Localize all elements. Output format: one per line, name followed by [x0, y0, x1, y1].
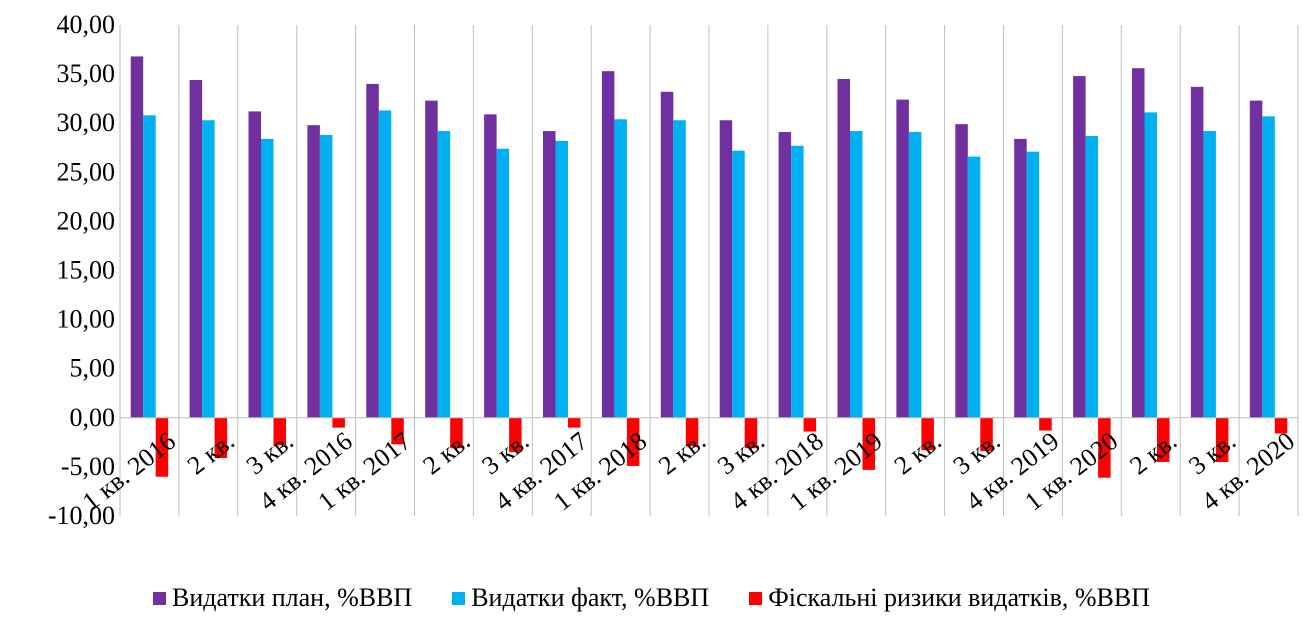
y-tick-label: 35,00 [57, 59, 116, 88]
bar-series-3 [626, 417, 640, 466]
bar-series-2 [967, 156, 981, 418]
bar-series-1 [425, 100, 438, 418]
bar-series-3 [273, 417, 286, 446]
y-tick-label: 20,00 [57, 206, 116, 235]
x-tick-label: 2 кв. [182, 426, 240, 480]
bar-series-3 [450, 417, 463, 449]
bar-series-1 [896, 99, 909, 418]
bar-series-2 [1085, 135, 1099, 418]
bar-series-1 [837, 79, 850, 418]
y-tick-label: 30,00 [57, 108, 116, 137]
legend-item-risk: Фіскальні ризики видатків, %ВВП [749, 583, 1150, 613]
bar-series-3 [332, 417, 345, 428]
bar-series-3 [862, 417, 875, 470]
bar-series-1 [366, 83, 379, 418]
legend-label-plan: Видатки план, %ВВП [171, 583, 413, 612]
bar-series-3 [214, 417, 228, 459]
bar-series-1 [955, 124, 968, 418]
x-tick-label: 2 кв. [889, 426, 947, 480]
bar-series-1 [189, 79, 203, 418]
bar-series-2 [319, 134, 333, 418]
bar-series-3 [1098, 417, 1111, 478]
bar-series-1 [1014, 138, 1027, 418]
y-tick-label: 0,00 [70, 403, 116, 432]
bar-series-2 [555, 140, 568, 418]
bar-series-3 [803, 417, 817, 432]
bar-series-2 [1144, 112, 1157, 418]
x-tick-label: 2 кв. [1124, 426, 1182, 480]
legend-swatch-fact [452, 591, 466, 605]
bar-series-3 [391, 417, 404, 445]
bar-series-2 [143, 115, 156, 418]
bar-series-2 [908, 132, 922, 418]
bar-series-1 [719, 120, 733, 418]
bar-series-1 [601, 71, 615, 418]
bar-series-2 [732, 150, 745, 418]
chart-legend: Видатки план, %ВВП Видатки факт, %ВВП Фі… [0, 582, 1303, 614]
bar-series-3 [509, 417, 522, 453]
bar-series-1 [1073, 76, 1086, 418]
y-tick-label: 15,00 [57, 256, 116, 285]
legend-item-fact: Видатки факт, %ВВП [452, 583, 709, 613]
legend-label-risk: Фіскальні ризики видатків, %ВВП [768, 583, 1151, 612]
legend-swatch-risk [749, 591, 763, 605]
y-tick-label: 40,00 [57, 10, 116, 39]
bar-series-1 [248, 111, 261, 418]
bar-series-3 [1215, 417, 1229, 462]
bar-series-2 [673, 120, 686, 418]
bar-series-1 [130, 56, 144, 418]
bar-series-3 [980, 417, 993, 452]
bar-series-2 [791, 145, 804, 418]
bar-series-1 [1132, 68, 1145, 418]
bar-series-1 [1190, 86, 1204, 418]
bar-series-1 [543, 131, 556, 418]
bar-series-1 [778, 132, 792, 418]
y-tick-label: -10,00 [48, 501, 115, 530]
bar-series-1 [660, 91, 674, 418]
bar-series-3 [1274, 417, 1288, 434]
bar-series-1 [1249, 100, 1263, 418]
bar-series-2 [202, 120, 215, 418]
y-tick-label: -5,00 [61, 452, 115, 481]
y-tick-label: 5,00 [70, 354, 116, 383]
bar-series-3 [744, 417, 758, 449]
legend-item-plan: Видатки план, %ВВП [152, 583, 413, 613]
y-tick-label: 10,00 [57, 305, 116, 334]
bar-series-1 [307, 125, 320, 418]
legend-label-fact: Видатки факт, %ВВП [471, 583, 710, 612]
bar-series-3 [1157, 417, 1170, 462]
legend-swatch-plan [152, 591, 166, 605]
bar-series-2 [378, 110, 392, 418]
x-tick-label: 2 кв. [417, 426, 475, 480]
bar-chart: -10,00 -5,00 0,00 5,00 10,00 15,00 20,00 25,00 3… [48, 10, 1300, 530]
bar-series-2 [850, 131, 863, 418]
bar-series-2 [261, 138, 274, 418]
bar-series-3 [568, 417, 581, 428]
x-tick-label: 2 кв. [653, 426, 711, 480]
bar-series-3 [685, 417, 699, 447]
bar-series-3 [1039, 417, 1052, 431]
bar-series-3 [155, 417, 169, 477]
bar-series-2 [1026, 151, 1040, 418]
bar-series-2 [1203, 131, 1216, 418]
bar-series-1 [484, 114, 497, 418]
y-tick-label: 25,00 [57, 157, 116, 186]
bar-series-2 [496, 148, 510, 418]
bar-series-2 [614, 119, 627, 418]
bar-series-2 [437, 131, 451, 418]
bar-series-3 [921, 417, 934, 451]
bar-series-2 [1262, 116, 1275, 418]
